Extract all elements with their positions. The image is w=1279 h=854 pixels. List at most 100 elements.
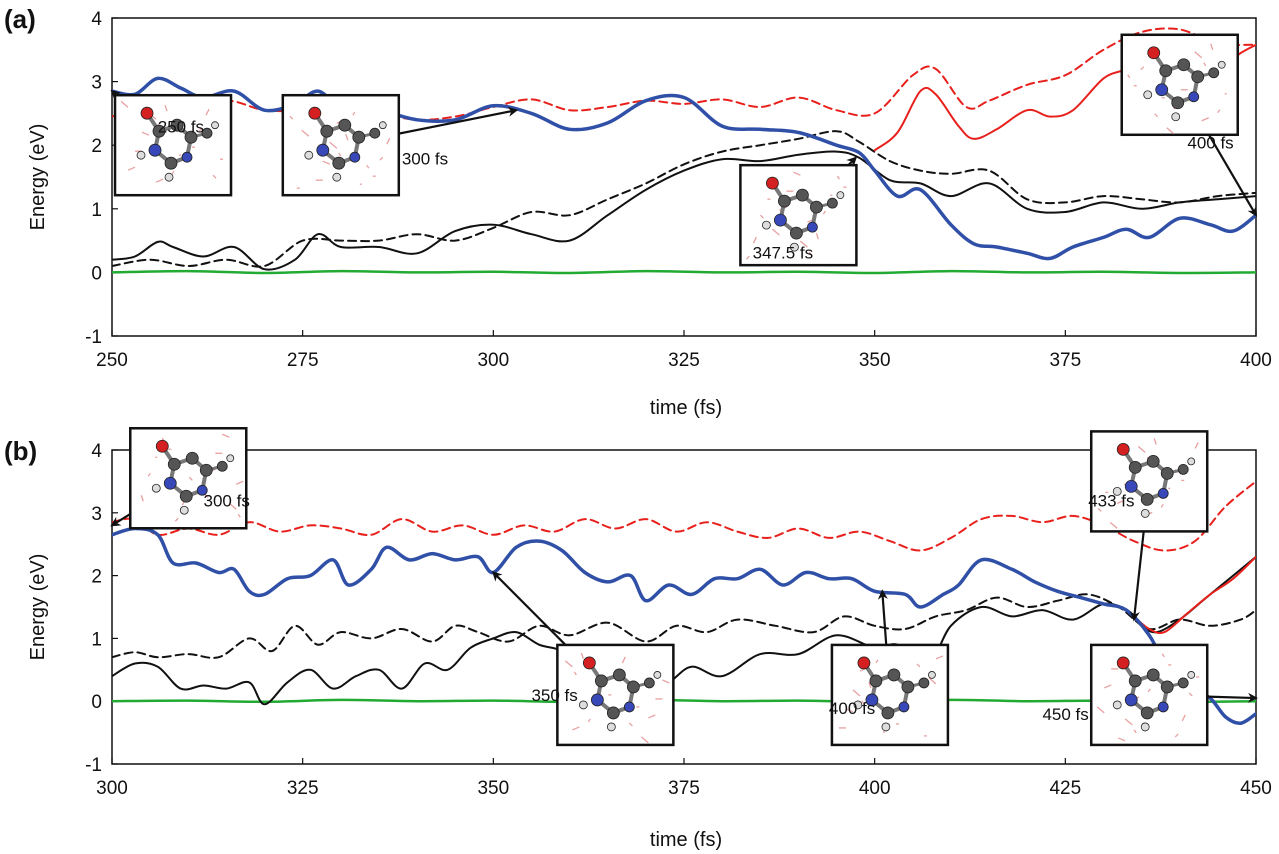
- hydrogen-atom: [1171, 112, 1181, 122]
- solvent-molecule: [1137, 445, 1146, 453]
- carbon-atom: [869, 674, 883, 688]
- panel-label: (a): [4, 4, 36, 34]
- solvent-molecule: [120, 100, 129, 108]
- hydrogen-atom: [164, 172, 174, 182]
- carbon-atom: [606, 706, 620, 720]
- solvent-molecule: [174, 517, 179, 522]
- solvent-molecule: [1166, 127, 1175, 135]
- nitrogen-atom: [163, 476, 177, 490]
- carbon-atom: [1177, 463, 1189, 475]
- solvent-molecule: [338, 152, 342, 157]
- solvent-molecule: [141, 131, 150, 136]
- carbon-atom: [152, 124, 166, 138]
- solvent-molecule: [1210, 43, 1214, 50]
- carbon-atom: [1140, 706, 1154, 720]
- oxygen-atom: [155, 439, 169, 453]
- nitrogen-atom: [590, 693, 604, 707]
- carbon-atom: [1160, 680, 1174, 694]
- solvent-molecule: [745, 255, 750, 260]
- x-tick-label: 275: [287, 350, 319, 371]
- solvent-molecule: [1154, 113, 1159, 118]
- hydrogen-atom: [1143, 90, 1153, 100]
- carbon-atom: [1191, 70, 1205, 84]
- series-line: [112, 130, 1256, 268]
- solvent-molecule: [1140, 66, 1145, 71]
- carbon-atom: [790, 226, 803, 240]
- carbon-atom: [796, 188, 809, 202]
- solvent-molecule: [1153, 438, 1157, 445]
- nitrogen-atom: [181, 151, 193, 163]
- solvent-molecule: [212, 174, 217, 179]
- panel-a: (a) -1 0 1 2 3 4 250 275 300 325 350 375 400 time (fs)…: [4, 4, 1272, 419]
- hydrogen-atom: [136, 150, 146, 160]
- solvent-molecule: [236, 480, 244, 485]
- annotation-arrow: [1129, 531, 1145, 622]
- carbon-atom: [167, 457, 181, 471]
- annotation-time-label: 350 fs: [531, 686, 577, 705]
- solvent-molecule: [164, 104, 168, 112]
- x-tick-label: 350: [477, 778, 509, 799]
- nitrogen-atom: [1157, 487, 1169, 499]
- series-group: [112, 480, 1256, 725]
- x-tick-label: 375: [1049, 350, 1081, 371]
- solvent-molecule: [127, 166, 136, 171]
- solvent-molecule: [564, 660, 573, 668]
- carbon-atom: [901, 680, 915, 694]
- nitrogen-atom: [865, 693, 879, 707]
- solvent-molecule: [573, 671, 577, 676]
- solvent-molecule: [322, 160, 331, 165]
- solvent-molecule: [1097, 507, 1102, 512]
- solvent-molecule: [1181, 714, 1186, 722]
- carbon-atom: [1146, 668, 1160, 682]
- x-tick-label: 325: [668, 350, 700, 371]
- carbon-atom: [199, 463, 213, 477]
- annotation-arrow: [1207, 692, 1258, 703]
- solvent-molecule: [1161, 653, 1165, 658]
- annotation-time-label: 300 fs: [402, 149, 448, 168]
- solvent-molecule: [815, 232, 820, 240]
- hydrogen-atom: [332, 172, 342, 182]
- carbon-atom: [164, 156, 178, 170]
- annotation-arrow: [846, 156, 858, 168]
- solvent-molecule: [1217, 109, 1221, 114]
- oxygen-atom: [766, 176, 779, 190]
- hydrogen-atom: [606, 722, 616, 732]
- solvent-molecule: [379, 156, 384, 161]
- solvent-molecule: [648, 714, 656, 719]
- solvent-molecule: [621, 656, 626, 664]
- hydrogen-atom: [1112, 700, 1122, 710]
- solvent-molecule: [845, 708, 854, 713]
- series-line: [112, 150, 1256, 271]
- solvent-molecule: [147, 472, 151, 477]
- nitrogen-atom: [316, 143, 330, 157]
- nitrogen-atom: [898, 701, 910, 713]
- x-tick-label: 425: [1049, 778, 1081, 799]
- hydrogen-atom: [1140, 722, 1150, 732]
- nitrogen-atom: [623, 701, 635, 713]
- carbon-atom: [594, 674, 608, 688]
- hydrogen-atom: [928, 671, 936, 679]
- x-tick-label: 400: [1240, 350, 1272, 371]
- x-tick-label: 325: [287, 778, 319, 799]
- carbon-atom: [201, 127, 213, 139]
- hydrogen-atom: [304, 150, 314, 160]
- carbon-atom: [216, 460, 228, 472]
- molecule-inset: [1089, 430, 1209, 533]
- x-tick-label: 375: [668, 778, 700, 799]
- molecule-inset-frame: [1120, 33, 1239, 137]
- hydrogen-atom: [853, 700, 863, 710]
- nitrogen-atom: [196, 484, 208, 496]
- molecule-inset: [830, 643, 950, 747]
- solvent-molecule: [662, 679, 670, 684]
- carbon-atom: [369, 127, 381, 139]
- molecule-inset-frame: [1089, 430, 1209, 533]
- solvent-molecule: [868, 681, 872, 689]
- nitrogen-atom: [148, 143, 162, 157]
- molecule-inset: [129, 427, 248, 530]
- solvent-molecule: [587, 718, 591, 723]
- annotation-time-label: 450 fs: [1042, 705, 1088, 724]
- carbon-atom: [1128, 674, 1142, 688]
- carbon-atom: [810, 200, 823, 214]
- annotation-arrow: [110, 89, 122, 101]
